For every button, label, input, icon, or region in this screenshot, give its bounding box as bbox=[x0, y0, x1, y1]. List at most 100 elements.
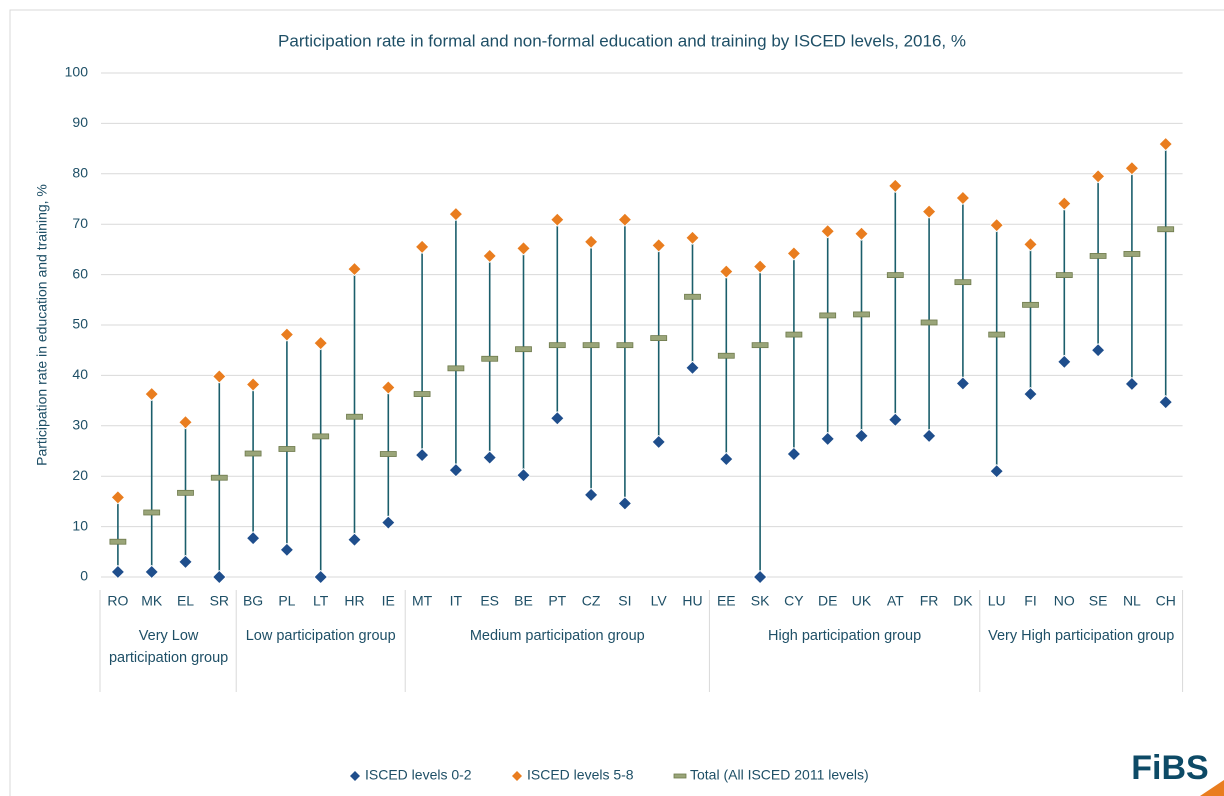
legend-marker bbox=[512, 771, 522, 781]
y-tick-label: 10 bbox=[72, 517, 88, 533]
y-tick-label: 100 bbox=[65, 64, 89, 80]
data-point bbox=[617, 212, 632, 227]
data-point bbox=[415, 447, 430, 463]
x-tick-label: FR bbox=[920, 593, 939, 609]
data-point bbox=[819, 312, 837, 319]
chart-title: Participation rate in formal and non-for… bbox=[278, 31, 966, 50]
x-tick-label: NO bbox=[1054, 593, 1075, 609]
logo: FiBS bbox=[1131, 749, 1208, 787]
data-point bbox=[584, 234, 599, 249]
x-tick-label: UK bbox=[852, 593, 872, 609]
data-point bbox=[550, 212, 565, 227]
data-point bbox=[854, 226, 869, 241]
data-point bbox=[244, 450, 262, 457]
data-point bbox=[1157, 226, 1175, 233]
x-tick-label: RO bbox=[107, 593, 128, 609]
data-point bbox=[110, 564, 125, 580]
data-point bbox=[582, 342, 600, 349]
data-point bbox=[415, 239, 430, 254]
data-point bbox=[381, 380, 396, 395]
data-point bbox=[717, 352, 735, 359]
data-point bbox=[786, 446, 801, 462]
data-point bbox=[820, 431, 835, 446]
legend-marker bbox=[673, 773, 687, 779]
data-point bbox=[955, 376, 970, 391]
data-point bbox=[1124, 376, 1139, 392]
data-point bbox=[955, 190, 970, 206]
data-point bbox=[685, 360, 700, 375]
data-point bbox=[1057, 354, 1072, 369]
x-tick-label: CH bbox=[1156, 593, 1176, 609]
y-axis-label: Participation rate in education and trai… bbox=[34, 184, 50, 466]
data-point bbox=[786, 246, 801, 261]
x-tick-label: AT bbox=[887, 593, 904, 609]
data-point bbox=[954, 279, 972, 286]
data-point bbox=[212, 369, 227, 384]
x-tick-label: BG bbox=[243, 593, 263, 609]
data-point bbox=[279, 542, 294, 557]
data-point bbox=[584, 487, 599, 502]
x-tick-label: HR bbox=[344, 593, 364, 609]
data-point bbox=[1124, 161, 1139, 176]
data-point bbox=[785, 331, 803, 338]
x-tick-label: IE bbox=[382, 593, 395, 609]
x-tick-label: IT bbox=[450, 593, 463, 609]
data-point bbox=[753, 569, 768, 585]
data-point bbox=[888, 178, 903, 193]
group-label: Very Low participation group bbox=[108, 628, 229, 666]
data-point bbox=[279, 327, 294, 342]
y-tick-label: 50 bbox=[72, 316, 88, 332]
data-point bbox=[144, 386, 159, 402]
x-tick-label: EL bbox=[177, 593, 194, 609]
data-point bbox=[312, 433, 330, 440]
x-tick-label: SE bbox=[1089, 593, 1108, 609]
data-point bbox=[550, 411, 565, 426]
data-point bbox=[922, 428, 937, 443]
data-point bbox=[516, 468, 531, 483]
data-point bbox=[1089, 253, 1107, 259]
data-point bbox=[347, 261, 362, 277]
data-point bbox=[922, 204, 937, 219]
data-point bbox=[481, 355, 499, 362]
x-tick-label: LU bbox=[988, 593, 1006, 609]
chart-border bbox=[9, 9, 1224, 796]
data-point bbox=[278, 446, 296, 452]
data-point bbox=[347, 532, 362, 547]
x-tick-label: MK bbox=[141, 593, 163, 609]
data-point bbox=[753, 259, 768, 274]
data-point bbox=[548, 342, 566, 349]
y-tick-label: 30 bbox=[72, 417, 88, 433]
x-tick-label: SI bbox=[618, 593, 631, 609]
data-point bbox=[989, 464, 1004, 479]
data-point bbox=[988, 331, 1006, 338]
data-point bbox=[144, 564, 159, 580]
data-point bbox=[820, 224, 835, 239]
data-point bbox=[143, 509, 161, 516]
x-tick-label: BE bbox=[514, 593, 533, 609]
data-point bbox=[110, 490, 125, 505]
y-tick-label: 60 bbox=[72, 265, 88, 281]
legend-label: Total (All ISCED 2011 levels) bbox=[690, 767, 869, 783]
data-point bbox=[246, 377, 261, 392]
y-tick-label: 90 bbox=[72, 114, 88, 130]
data-point bbox=[854, 428, 869, 443]
data-point bbox=[516, 241, 531, 256]
data-point bbox=[888, 412, 903, 427]
data-point bbox=[482, 248, 497, 264]
legend-label: ISCED levels 5-8 bbox=[527, 767, 634, 783]
data-point bbox=[379, 451, 397, 457]
data-point bbox=[210, 474, 228, 481]
data-point bbox=[751, 342, 769, 349]
data-point bbox=[1023, 237, 1038, 252]
data-point bbox=[989, 218, 1004, 233]
data-point bbox=[1158, 395, 1173, 410]
x-tick-label: CZ bbox=[582, 593, 601, 609]
data-point bbox=[651, 434, 666, 449]
data-point bbox=[684, 293, 701, 300]
y-tick-label: 20 bbox=[72, 467, 88, 483]
data-point bbox=[1091, 169, 1106, 184]
data-point bbox=[1022, 301, 1039, 308]
x-tick-label: SR bbox=[210, 593, 229, 609]
